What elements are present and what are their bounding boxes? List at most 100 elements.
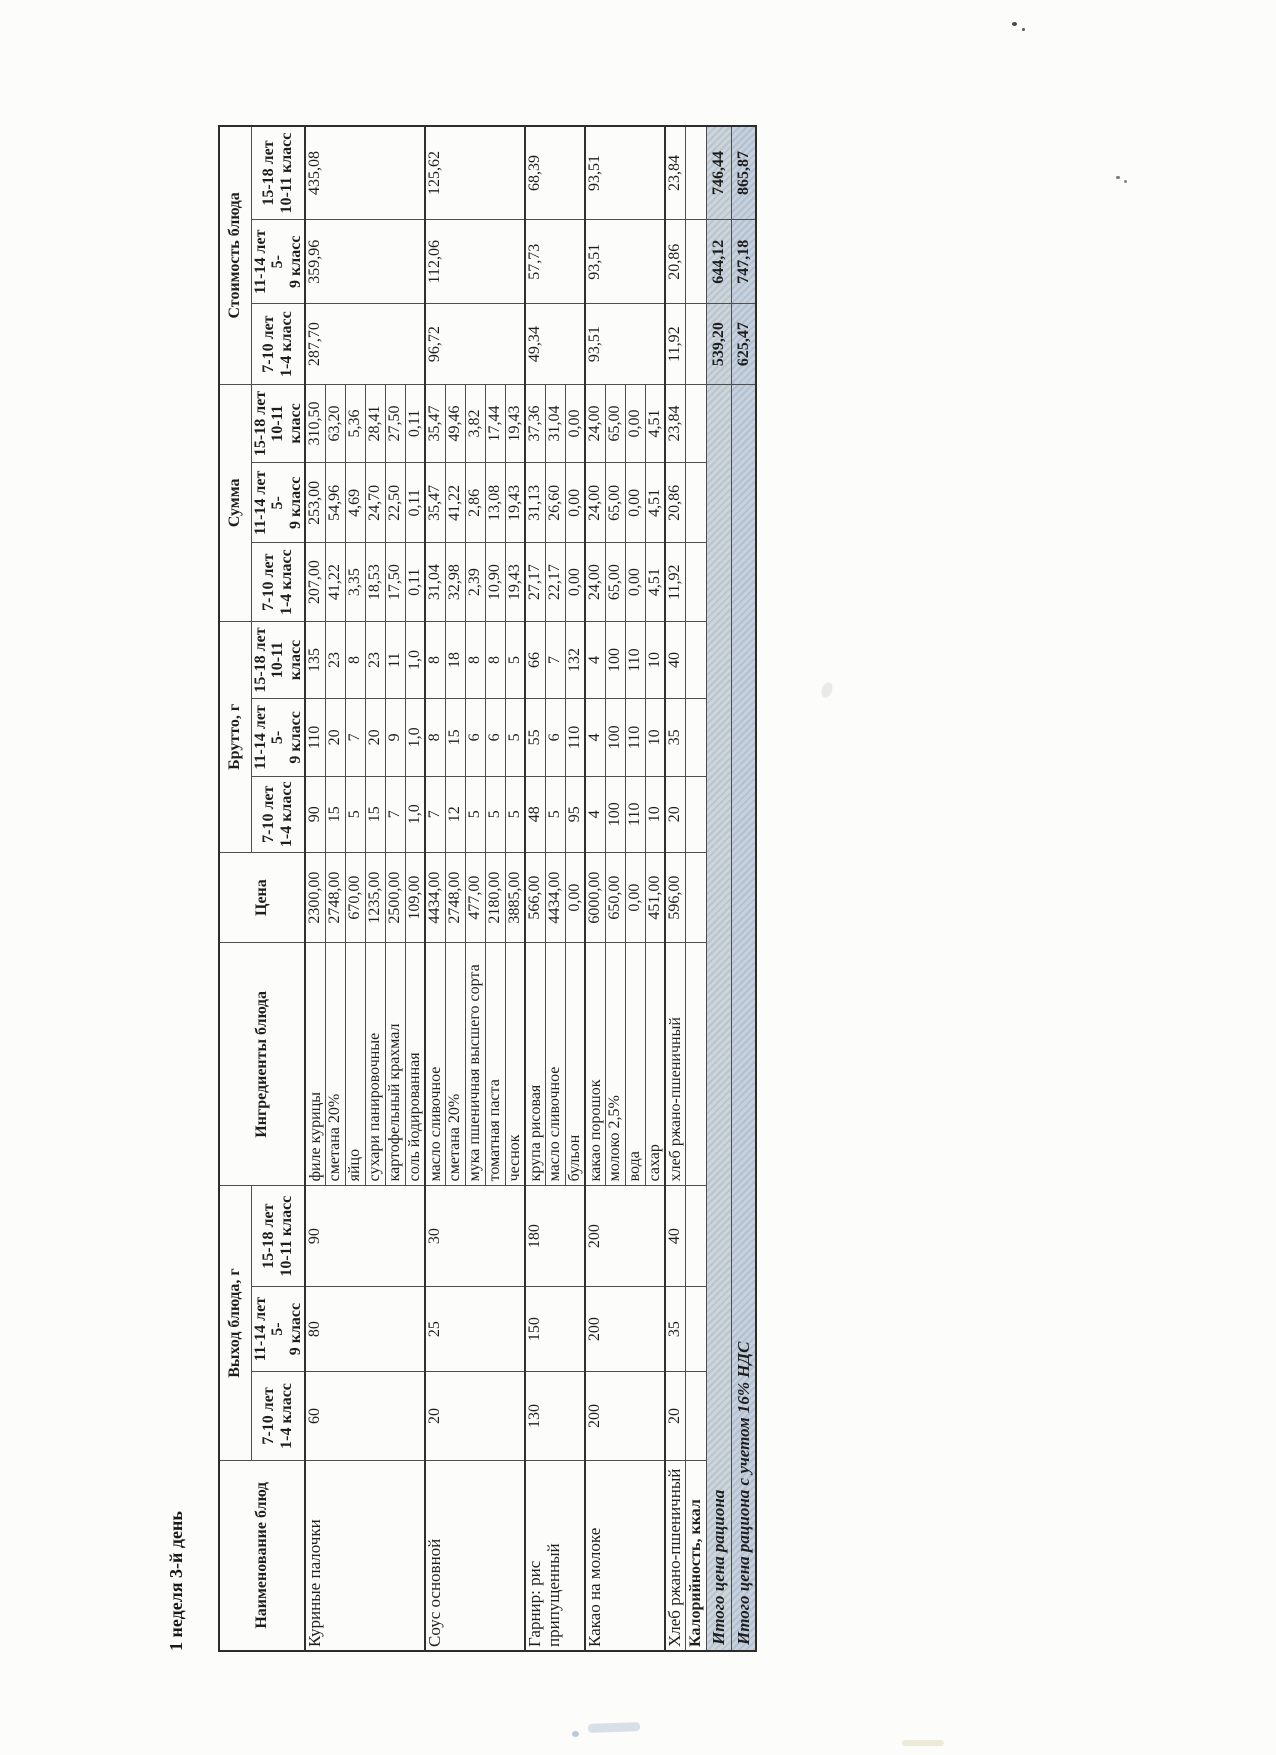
header-dish-name: Наименование блюд [219, 1460, 306, 1651]
price-cell: 2500,00 [385, 852, 406, 943]
cost-value-cell: 93,51 [585, 303, 666, 385]
price-cell: 0,00 [565, 852, 586, 943]
summa-value-cell: 37,36 [525, 384, 546, 463]
header-age-cost-3: 15-18 лет 10-11 класс [251, 126, 306, 220]
summa-value-cell: 28,41 [365, 384, 386, 463]
brutto-value-cell: 4 [585, 776, 606, 853]
ingredient-name-cell: картофельный крахмал [385, 942, 406, 1186]
cost-value-cell: 57,73 [525, 219, 586, 304]
brutto-value-cell: 10 [645, 776, 666, 853]
dish-name-cell: Гарнир: рис припущенный [525, 1460, 586, 1651]
summa-value-cell: 31,04 [425, 543, 446, 622]
summa-value-cell: 3,35 [345, 543, 366, 622]
scan-smudge [572, 1731, 579, 1737]
total-label-cell: Итого цена рациона [706, 384, 732, 1651]
summa-value-cell: 41,22 [445, 462, 466, 543]
cost-value-cell: 93,51 [585, 126, 666, 220]
summa-value-cell: 31,04 [545, 384, 566, 463]
brutto-value-cell: 8 [485, 621, 506, 699]
menu-table: Наименование блюд Выход блюда, г Ингреди… [218, 125, 758, 1652]
cost-value-cell: 23,84 [665, 126, 686, 220]
summa-value-cell: 0,00 [625, 543, 646, 622]
empty-cell [685, 698, 707, 777]
summa-value-cell: 65,00 [605, 384, 626, 463]
header-price: Цена [219, 852, 306, 943]
ingredient-name-cell: вода [625, 942, 646, 1186]
ingredient-name-cell: чеснок [505, 942, 526, 1186]
header-age-brutto-3: 15-18 лет 10-11 класс [251, 621, 306, 699]
cost-value-cell: 435,08 [305, 126, 426, 220]
summa-value-cell: 35,47 [425, 384, 446, 463]
price-cell: 596,00 [665, 852, 686, 943]
empty-cell [685, 126, 707, 220]
brutto-value-cell: 23 [365, 621, 386, 699]
cost-value-cell: 20,86 [665, 219, 686, 304]
summa-value-cell: 0,11 [405, 543, 426, 622]
brutto-value-cell: 100 [605, 621, 626, 699]
summa-value-cell: 27,17 [525, 543, 546, 622]
price-cell: 2748,00 [445, 852, 466, 943]
header-summa-group: Сумма [219, 384, 251, 622]
price-cell: 1235,00 [365, 852, 386, 943]
brutto-value-cell: 5 [505, 776, 526, 853]
summa-value-cell: 0,00 [565, 384, 586, 463]
ingredient-name-cell: сухари панировочные [365, 942, 386, 1186]
vyhod-value-cell: 180 [525, 1185, 586, 1287]
brutto-value-cell: 20 [665, 776, 686, 853]
brutto-value-cell: 135 [305, 621, 326, 699]
summa-value-cell: 24,00 [585, 384, 606, 463]
scan-speck [1116, 176, 1120, 179]
brutto-value-cell: 1,0 [405, 776, 426, 853]
vyhod-value-cell: 35 [665, 1286, 686, 1372]
price-cell: 4434,00 [425, 852, 446, 943]
total-value-cell: 539,20 [706, 303, 732, 385]
header-age-vyhod-2: 11-14 лет 5- 9 класс [251, 1286, 306, 1372]
menu-table-body: Куриные палочки 60 80 90 филе курицы 2300,00 9… [305, 126, 757, 1651]
vyhod-value-cell: 150 [525, 1286, 586, 1372]
brutto-value-cell: 8 [425, 698, 446, 777]
ingredient-name-cell: сахар [645, 942, 666, 1186]
header-age-brutto-2: 11-14 лет 5- 9 класс [251, 698, 306, 777]
empty-cell [685, 462, 707, 543]
summa-value-cell: 253,00 [305, 462, 326, 543]
vyhod-value-cell: 60 [305, 1371, 426, 1461]
brutto-value-cell: 48 [525, 776, 546, 853]
vyhod-value-cell: 25 [425, 1286, 526, 1372]
brutto-value-cell: 5 [485, 776, 506, 853]
brutto-value-cell: 1,0 [405, 698, 426, 777]
brutto-value-cell: 10 [645, 698, 666, 777]
empty-cell [685, 852, 707, 943]
brutto-value-cell: 35 [665, 698, 686, 777]
summa-value-cell: 17,44 [485, 384, 506, 463]
summa-value-cell: 26,60 [545, 462, 566, 543]
summa-value-cell: 4,69 [345, 462, 366, 543]
brutto-value-cell: 23 [325, 621, 346, 699]
scan-smudge [902, 1740, 944, 1746]
empty-cell [685, 219, 707, 304]
brutto-value-cell: 4 [585, 621, 606, 699]
scan-speck [1012, 22, 1017, 26]
vyhod-value-cell: 90 [305, 1185, 426, 1287]
cost-value-cell: 287,70 [305, 303, 426, 385]
price-cell: 109,00 [405, 852, 426, 943]
summa-value-cell: 31,13 [525, 462, 546, 543]
summa-value-cell: 32,98 [445, 543, 466, 622]
total-row: Итого цена рациона с учетом 16% НДС 625,4… [731, 126, 757, 1651]
total-value-cell: 644,12 [706, 219, 732, 304]
summa-value-cell: 49,46 [445, 384, 466, 463]
brutto-value-cell: 8 [425, 621, 446, 699]
brutto-value-cell: 110 [625, 621, 646, 699]
header-age-cost-2: 11-14 лет 5- 9 класс [251, 219, 306, 304]
price-cell: 566,00 [525, 852, 546, 943]
ingredient-name-cell: яйцо [345, 942, 366, 1186]
vyhod-value-cell: 200 [585, 1286, 666, 1372]
brutto-value-cell: 7 [385, 776, 406, 853]
brutto-value-cell: 10 [645, 621, 666, 699]
cost-value-cell: 112,06 [425, 219, 526, 304]
header-brutto-group: Брутто, г [219, 621, 251, 853]
brutto-value-cell: 55 [525, 698, 546, 777]
summa-value-cell: 11,92 [665, 543, 686, 622]
summa-value-cell: 13,08 [485, 462, 506, 543]
brutto-value-cell: 4 [585, 698, 606, 777]
summa-value-cell: 18,53 [365, 543, 386, 622]
